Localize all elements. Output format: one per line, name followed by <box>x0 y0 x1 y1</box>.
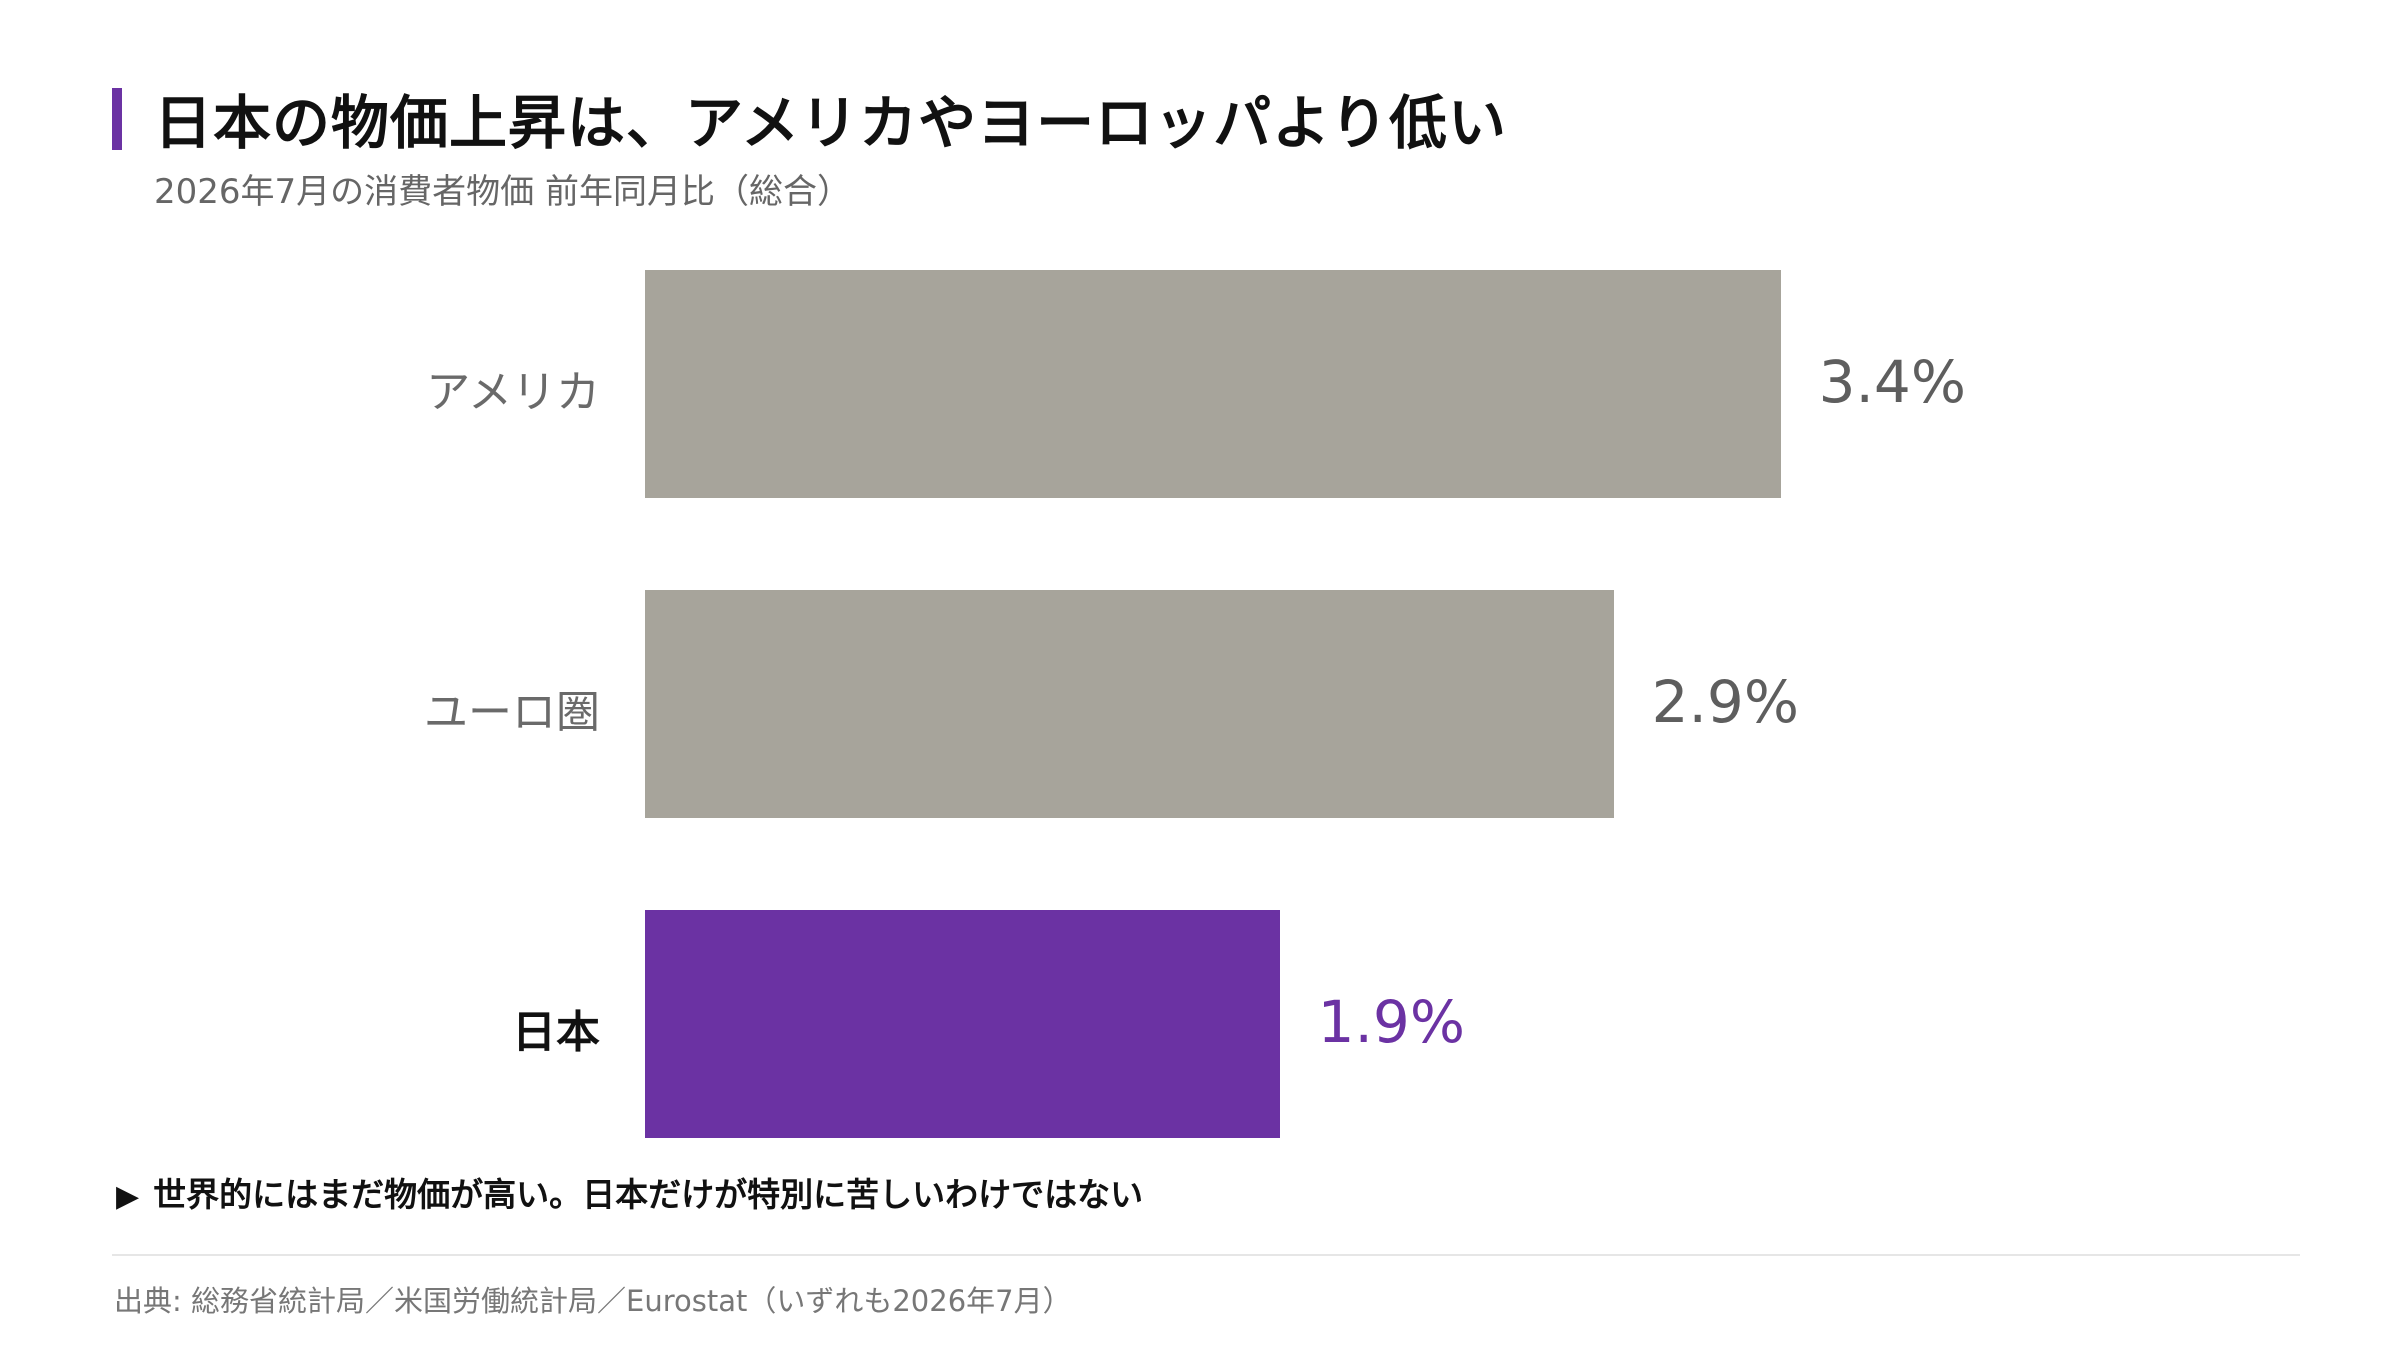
takeaway-note: ▶ 世界的にはまだ物価が高い。日本だけが特別に苦しいわけではない <box>116 1168 1143 1216</box>
data-label: 3.4% <box>1818 348 1966 416</box>
bar <box>645 270 1781 498</box>
source-credit: 出典: 総務省統計局／米国労働統計局／Eurostat（いずれも2026年7月） <box>114 1284 1072 1318</box>
category-label: アメリカ <box>426 367 600 418</box>
data-label: 1.9% <box>1317 988 1465 1056</box>
takeaway-text: 世界的にはまだ物価が高い。日本だけが特別に苦しいわけではない <box>153 1175 1144 1214</box>
category-label: ユーロ圏 <box>424 687 600 738</box>
footer-divider <box>112 1254 2300 1256</box>
title-accent-bar <box>112 88 122 150</box>
data-label: 2.9% <box>1651 668 1799 736</box>
bar <box>645 590 1614 818</box>
category-label: 日本 <box>512 1007 600 1058</box>
chart-title: 日本の物価上昇は、アメリカやヨーロッパより低い <box>154 89 1507 157</box>
play-arrow-icon: ▶ <box>116 1179 140 1214</box>
bar <box>645 910 1280 1138</box>
chart-subtitle: 2026年7月の消費者物価 前年同月比（総合） <box>154 172 851 212</box>
